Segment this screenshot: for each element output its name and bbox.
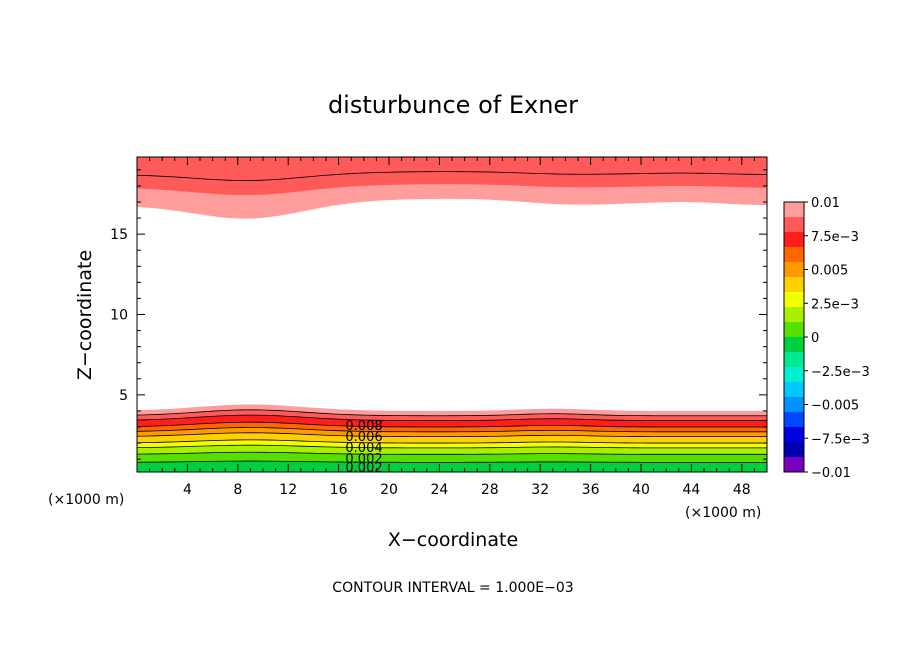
contour-label: 0.006 [345,430,382,445]
colorbar-swatch [784,307,804,323]
x-tick-label: 4 [183,482,192,498]
colorbar-swatch [784,217,804,233]
colorbar-swatch [784,412,804,428]
colorbar-tick-label: 0 [811,331,819,346]
colorbar-swatch [784,292,804,308]
contour-label: 0.004 [345,441,382,456]
x-axis-unit-left: (×1000 m) [48,492,124,508]
contour-line [137,460,767,463]
contour-label: 0.008 [345,419,382,434]
colorbar-swatch [784,457,804,473]
colorbar-swatch [784,382,804,398]
colorbar-swatch [784,202,804,218]
x-axis-label: X−coordinate [388,529,518,551]
contour-band-upper [137,157,767,176]
contour-line [137,451,767,455]
colorbar-tick-label: 0.01 [811,196,840,211]
x-tick-label: 8 [233,482,242,498]
x-axis-unit-right: (×1000 m) [685,505,761,521]
x-tick-label: 36 [582,482,600,498]
colorbar-tick-label: −2.5e−3 [811,365,870,380]
x-tick-label: 12 [279,482,297,498]
contour-band-lower [137,445,767,455]
colorbar-tick-label: 2.5e−3 [811,297,859,312]
x-tick-label: 28 [481,482,499,498]
colorbar-swatch [784,232,804,248]
contour-line [137,444,767,449]
y-axis-label: Z−coordinate [74,250,96,380]
contour-band-lower [137,461,767,472]
colorbar-swatch [784,247,804,263]
contour-line [137,409,767,417]
colorbar-tick-label: −7.5e−3 [811,432,870,447]
colorbar-tick-label: 7.5e−3 [811,230,859,245]
contour-line [137,421,767,428]
x-tick-label: 40 [632,482,650,498]
colorbar-tick-label: 0.005 [811,264,848,279]
x-tick-label: 20 [380,482,398,498]
colorbar-swatch [784,337,804,353]
x-tick-label: 44 [682,482,700,498]
contour-line [137,432,767,438]
y-axis-ticks: 5 10 15 [110,169,767,460]
chart-title: disturbunce of Exner [328,91,578,119]
colorbar-swatch [784,262,804,278]
contour-label: 0.002 [345,461,382,476]
x-tick-label: 48 [733,482,751,498]
contour-band-lower [137,415,767,427]
contour-line [137,439,767,444]
colorbar-swatch [784,397,804,413]
colorbar: 0.01 7.5e−3 0.005 2.5e−3 0 −2.5e−3 −0.005 −7.5e… [783,196,870,481]
colorbar-swatch [784,367,804,383]
colorbar-swatch [784,277,804,293]
colorbar-swatch [784,427,804,443]
colorbar-tick-label: −0.01 [811,466,851,481]
contour-band-lower [137,452,767,463]
y-tick-label: 10 [110,308,128,324]
colorbar-tick-label: −0.005 [811,399,859,414]
contour-line [137,171,767,181]
x-tick-label: 24 [430,482,448,498]
x-axis-ticks: 4 8 12 16 20 24 28 32 36 40 44 48 [149,157,755,498]
colorbar-swatch [784,442,804,458]
contour-band-lower [137,409,767,421]
contour-interval-note: CONTOUR INTERVAL = 1.000E−03 [332,580,573,596]
contour-band-lower [137,404,767,416]
y-tick-label: 15 [110,227,128,243]
colorbar-swatch [784,352,804,368]
y-tick-label: 5 [119,388,128,404]
contour-line [137,427,767,433]
contour-label: 0.002 [345,452,382,467]
x-tick-label: 32 [531,482,549,498]
colorbar-swatch [784,322,804,338]
x-tick-label: 16 [330,482,348,498]
contour-line [137,414,767,421]
